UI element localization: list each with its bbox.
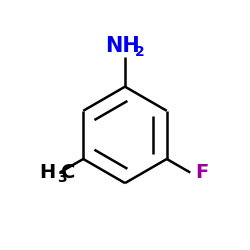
Text: 3: 3 (57, 171, 66, 185)
Text: NH: NH (105, 36, 140, 56)
Text: H: H (40, 163, 56, 182)
Text: 2: 2 (134, 45, 144, 59)
Text: F: F (195, 163, 208, 182)
Text: C: C (62, 163, 76, 182)
